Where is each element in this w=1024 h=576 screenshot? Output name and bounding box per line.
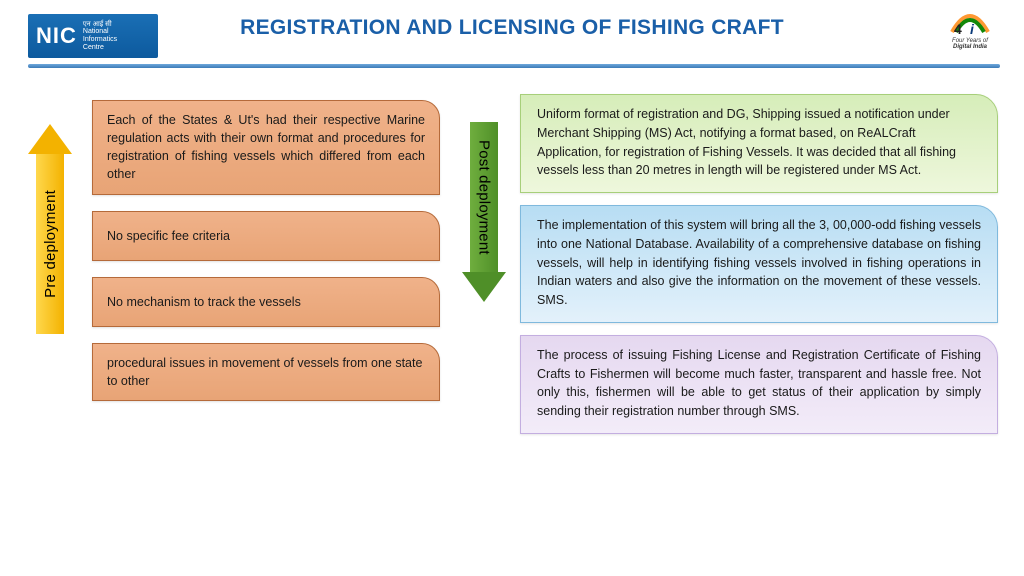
arrow-down-head-icon [462,272,506,302]
post-deployment-column: Uniform format of registration and DG, S… [520,94,998,446]
post-box-1: Uniform format of registration and DG, S… [520,94,998,193]
post-deployment-label: Post deployment [476,140,493,255]
pre-box-3: No mechanism to track the vessels [92,277,440,327]
pre-deployment-column: Each of the States & Ut's had their resp… [92,100,440,417]
svg-text:4: 4 [954,21,962,36]
arrow-up-head-icon [28,124,72,154]
header: NIC एन आई सी National Informatics Centre… [0,0,1024,70]
pre-deployment-label: Pre deployment [42,190,59,298]
arrow-up-shaft: Pre deployment [36,154,64,334]
header-rule [28,64,1000,68]
post-box-2: The implementation of this system will b… [520,205,998,323]
digital-india-logo: 4 i Four Years of Digital India [940,6,1000,50]
pre-deployment-arrow: Pre deployment [28,124,72,334]
pre-box-2: No specific fee criteria [92,211,440,261]
pre-box-1: Each of the States & Ut's had their resp… [92,100,440,195]
content-area: Pre deployment Post deployment Each of t… [0,94,1024,576]
digital-india-text: Four Years of Digital India [940,38,1000,50]
post-box-3: The process of issuing Fishing License a… [520,335,998,434]
digital-india-icon: 4 i [948,6,992,36]
pre-box-4: procedural issues in movement of vessels… [92,343,440,401]
page-title: REGISTRATION AND LICENSING OF FISHING CR… [0,16,1024,40]
arrow-down-shaft: Post deployment [470,122,498,272]
post-deployment-arrow: Post deployment [462,122,506,310]
